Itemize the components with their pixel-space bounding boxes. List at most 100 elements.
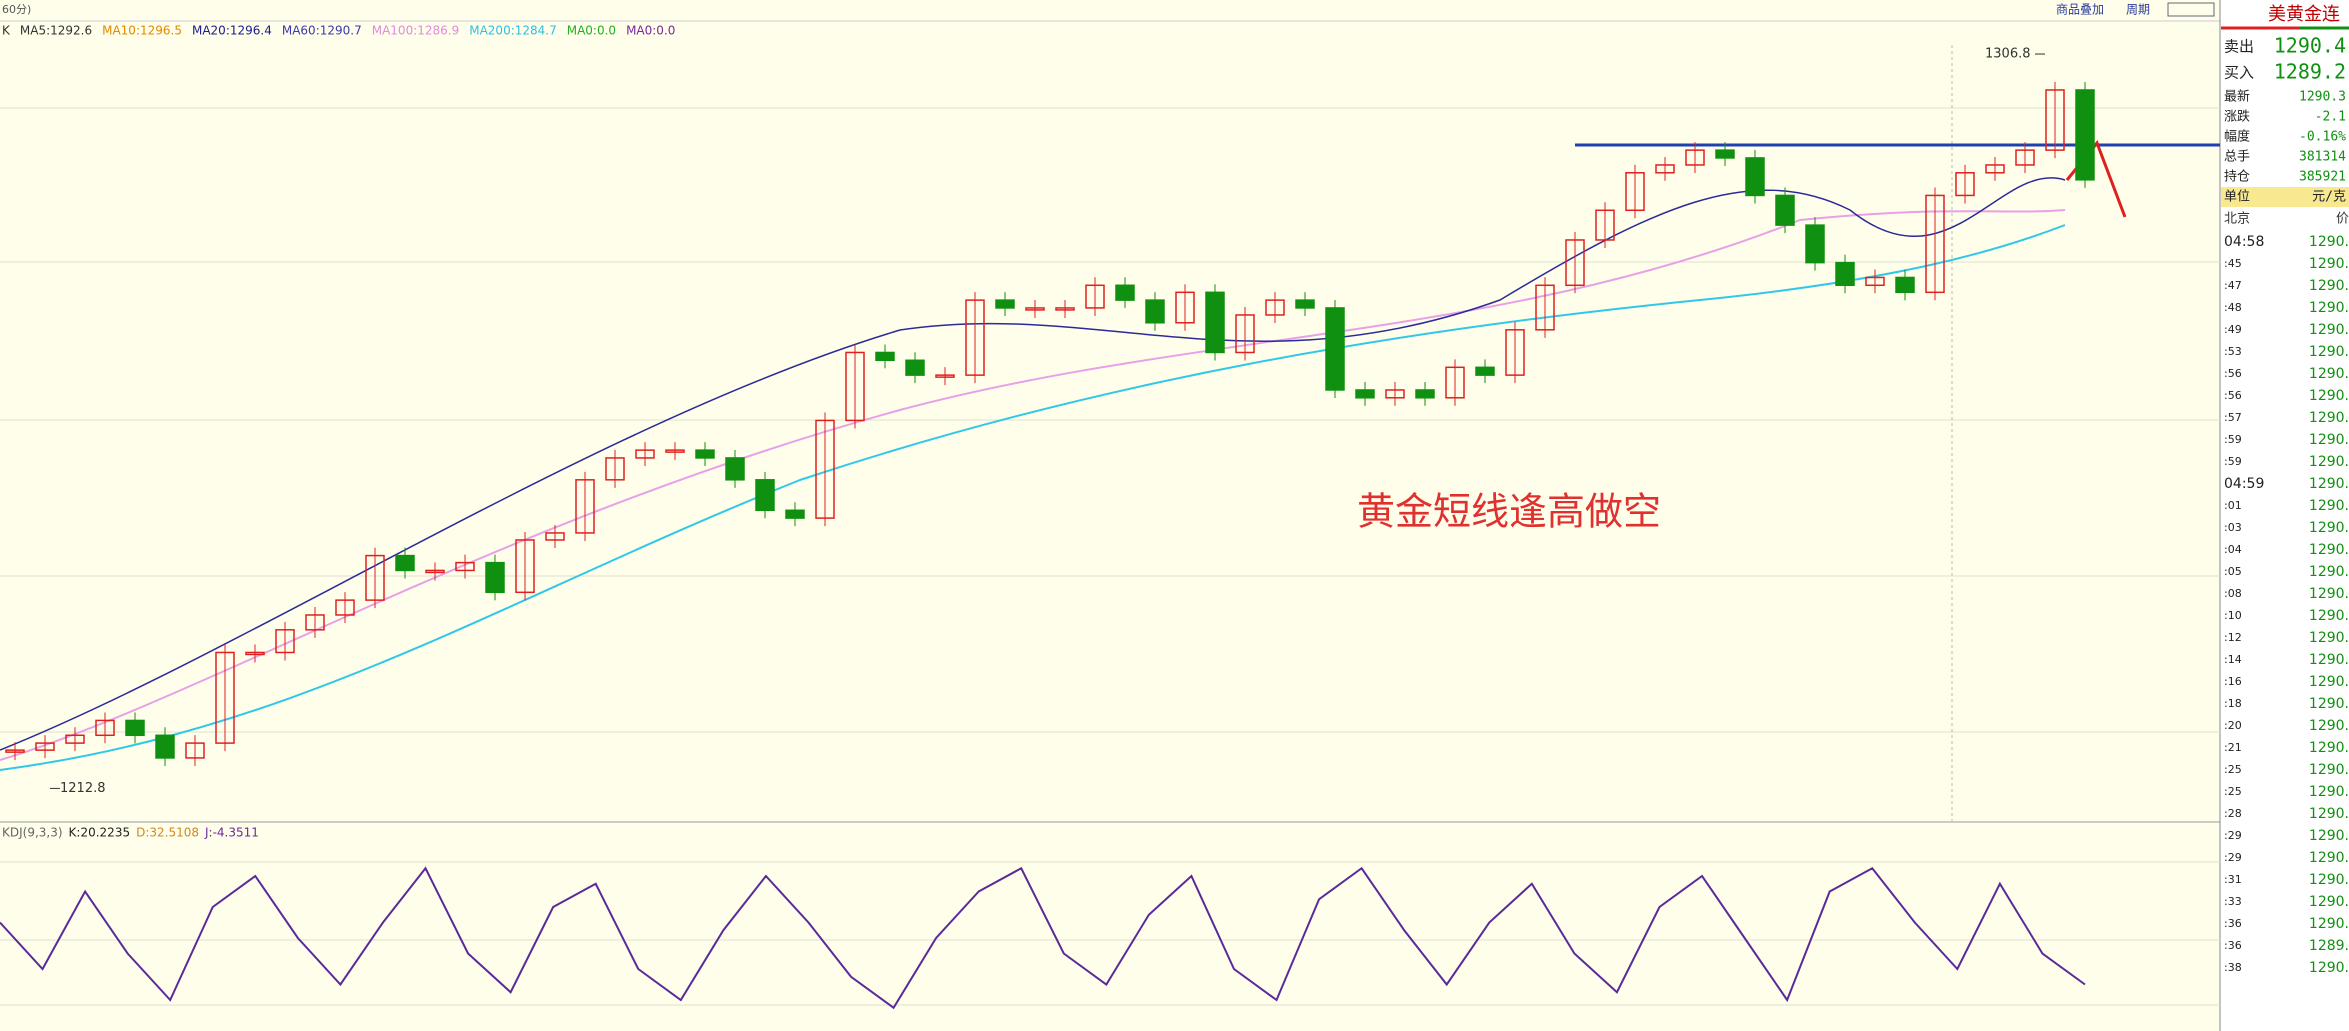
candle [755,479,775,512]
toolbar-item[interactable]: 商品叠加 [2056,2,2104,17]
candle [1745,157,1765,197]
tick-price: 1290. [2309,740,2349,756]
candle [2075,89,2095,181]
candle [1445,366,1465,399]
quote-value: -2.1 [2315,110,2346,125]
tick-price: 1290. [2309,696,2349,712]
candle [215,651,235,744]
candle [845,351,865,422]
quote-value: 1290.4 [2274,34,2346,58]
tick-price: 1290. [2309,300,2349,316]
candle [1925,194,1945,294]
candle [1865,276,1885,287]
tick-time: :56 [2224,367,2242,380]
candle [1235,314,1255,354]
tick-time: :59 [2224,433,2242,446]
kdj-legend: J:-4.3511 [204,826,259,840]
candle [245,651,265,656]
candle [875,351,895,362]
annotation: 黄金短线逢高做空 [1357,490,1661,534]
tick-time: :05 [2224,565,2242,578]
candle [965,299,985,376]
tick-price: 1290. [2309,234,2349,250]
candle [1835,261,1855,287]
tick-price: 1290. [2309,520,2349,536]
candle [1535,284,1555,331]
ma-legend: MA5:1292.6 [20,24,92,38]
tick-time: :31 [2224,873,2242,886]
candle [1115,284,1135,301]
tick-price: 1290. [2309,366,2349,382]
candle [995,299,1015,309]
candle [365,554,385,601]
kdj-k [0,866,2086,1010]
candle [1205,291,1225,354]
ma-legend: MA200:1284.7 [469,24,557,38]
candle [1655,164,1675,174]
candle [455,561,475,572]
ma-legend: MA10:1296.5 [102,24,182,38]
tick-price: 1290. [2309,894,2349,910]
candle [905,359,925,376]
tick-time: :29 [2224,829,2242,842]
tick-time: :38 [2224,961,2242,974]
tick-price: 1290. [2309,344,2349,360]
candle [2015,149,2035,166]
tick-time: :21 [2224,741,2242,754]
candle [1715,149,1735,159]
candle [1475,366,1495,376]
ma-legend: MA0:0.0 [567,24,616,38]
high-label: 1306.8 [1985,47,2031,62]
candle [785,509,805,519]
ticks-header: 价 [2336,212,2349,227]
candle [1385,389,1405,399]
candle [1955,172,1975,197]
tick-time: :36 [2224,939,2242,952]
quote-value: -0.16% [2299,130,2346,145]
ma-legend: MA60:1290.7 [282,24,362,38]
candle [545,532,565,541]
tick-time: :53 [2224,345,2242,358]
quote-value: 385921 [2299,170,2346,185]
title-bar [2221,0,2349,28]
candle [665,449,685,453]
tick-time: :36 [2224,917,2242,930]
quote-value: 1289.2 [2274,60,2346,84]
tick-price: 1290. [2309,256,2349,272]
tick-price: 1290. [2309,410,2349,426]
tick-price: 1290. [2309,586,2349,602]
tick-price: 1290. [2309,850,2349,866]
candle [335,599,355,616]
candle [1025,307,1045,311]
ma-legend: K [2,24,11,38]
candle [65,734,85,744]
candle [155,734,175,759]
candle [695,449,715,459]
tick-price: 1290. [2309,674,2349,690]
candle [725,457,745,481]
candle [1145,299,1165,324]
tick-time: :14 [2224,653,2242,666]
kdj-legend: D:32.5108 [136,826,199,840]
candle [5,749,25,753]
candle [1055,307,1075,311]
tick-price: 1290. [2309,608,2349,624]
tick-time: :04 [2224,543,2242,556]
quote-key: 幅度 [2224,129,2250,145]
candle [575,479,595,534]
tick-time: :03 [2224,521,2242,534]
candle [1625,172,1645,212]
tick-time: :12 [2224,631,2242,644]
tick-time: :57 [2224,411,2242,424]
tick-time: :48 [2224,301,2242,314]
quote-value: 381314 [2299,150,2346,165]
side-bg [2220,0,2349,1031]
quote-key: 卖出 [2224,38,2254,56]
candle [125,719,145,737]
quote-key: 买入 [2224,64,2254,82]
quote-title: 美黄金连 [2268,4,2340,25]
tick-price: 1290. [2309,872,2349,888]
toolbar-item[interactable]: 周期 [2126,3,2150,17]
tick-price: 1290. [2309,454,2349,470]
candle [1505,329,1525,376]
